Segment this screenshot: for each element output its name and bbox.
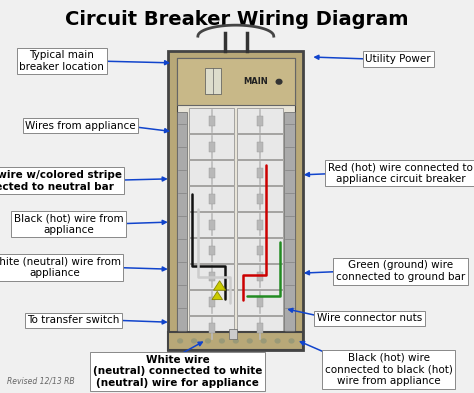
FancyBboxPatch shape [177, 58, 295, 343]
FancyBboxPatch shape [189, 212, 234, 237]
FancyBboxPatch shape [189, 160, 234, 185]
FancyBboxPatch shape [189, 186, 234, 211]
FancyBboxPatch shape [237, 134, 283, 159]
FancyBboxPatch shape [237, 212, 283, 237]
FancyBboxPatch shape [189, 134, 234, 159]
FancyBboxPatch shape [168, 51, 303, 350]
FancyBboxPatch shape [257, 142, 263, 152]
FancyBboxPatch shape [209, 220, 215, 230]
Polygon shape [213, 281, 226, 290]
Text: Black (hot) wire from
appliance: Black (hot) wire from appliance [14, 213, 124, 235]
Circle shape [233, 339, 238, 343]
Text: Wire connector nuts: Wire connector nuts [317, 313, 422, 323]
FancyBboxPatch shape [257, 220, 263, 230]
FancyBboxPatch shape [237, 238, 283, 263]
Text: White wire
(neutral) connected to white
(neutral) wire for appliance: White wire (neutral) connected to white … [93, 355, 263, 388]
Circle shape [191, 339, 196, 343]
Text: White wire w/colored stripe
connected to neutral bar: White wire w/colored stripe connected to… [0, 170, 122, 191]
FancyBboxPatch shape [237, 316, 283, 341]
Circle shape [178, 339, 182, 343]
Circle shape [276, 79, 282, 84]
FancyBboxPatch shape [237, 186, 283, 211]
Text: Black (hot) wire
connected to black (hot)
wire from appliance: Black (hot) wire connected to black (hot… [325, 353, 453, 386]
FancyBboxPatch shape [284, 112, 295, 343]
FancyBboxPatch shape [237, 290, 283, 315]
FancyBboxPatch shape [257, 298, 263, 307]
Text: White (neutral) wire from
appliance: White (neutral) wire from appliance [0, 257, 120, 278]
Text: Utility Power: Utility Power [365, 54, 431, 64]
FancyBboxPatch shape [189, 108, 234, 133]
FancyBboxPatch shape [257, 116, 263, 126]
Circle shape [261, 339, 266, 343]
FancyBboxPatch shape [209, 246, 215, 255]
FancyBboxPatch shape [189, 238, 234, 263]
Text: Wires from appliance: Wires from appliance [25, 121, 136, 131]
Circle shape [275, 339, 280, 343]
FancyBboxPatch shape [209, 142, 215, 152]
FancyBboxPatch shape [209, 194, 215, 204]
FancyBboxPatch shape [237, 108, 283, 133]
Text: MAIN: MAIN [244, 77, 268, 86]
Text: Circuit Breaker Wiring Diagram: Circuit Breaker Wiring Diagram [65, 10, 409, 29]
Circle shape [289, 339, 294, 343]
FancyBboxPatch shape [209, 168, 215, 178]
Text: Green (ground) wire
connected to ground bar: Green (ground) wire connected to ground … [336, 261, 465, 282]
Text: Revised 12/13 RB: Revised 12/13 RB [7, 377, 75, 386]
Polygon shape [212, 291, 222, 299]
FancyBboxPatch shape [257, 272, 263, 281]
FancyBboxPatch shape [257, 194, 263, 204]
FancyBboxPatch shape [189, 290, 234, 315]
Text: Red (hot) wire connected to
appliance circuit breaker: Red (hot) wire connected to appliance ci… [328, 162, 473, 184]
Text: Typical main
breaker location: Typical main breaker location [19, 50, 104, 72]
FancyBboxPatch shape [237, 264, 283, 289]
Circle shape [247, 339, 252, 343]
FancyBboxPatch shape [189, 316, 234, 341]
FancyBboxPatch shape [177, 58, 295, 105]
FancyBboxPatch shape [168, 332, 303, 350]
FancyBboxPatch shape [209, 272, 215, 281]
Circle shape [206, 339, 210, 343]
FancyBboxPatch shape [209, 116, 215, 126]
FancyBboxPatch shape [257, 323, 263, 333]
Circle shape [219, 339, 224, 343]
Text: To transfer switch: To transfer switch [27, 315, 119, 325]
FancyBboxPatch shape [189, 264, 234, 289]
FancyBboxPatch shape [209, 298, 215, 307]
FancyBboxPatch shape [237, 160, 283, 185]
FancyBboxPatch shape [177, 112, 187, 343]
FancyBboxPatch shape [257, 168, 263, 178]
FancyBboxPatch shape [229, 329, 237, 339]
FancyBboxPatch shape [257, 246, 263, 255]
FancyBboxPatch shape [209, 323, 215, 333]
FancyBboxPatch shape [205, 68, 221, 94]
